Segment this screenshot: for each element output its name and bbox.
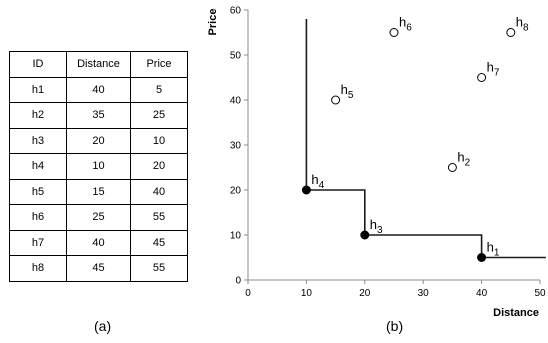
table-row: h3 20 10	[9, 127, 188, 154]
x-tick-label: 50	[534, 288, 546, 299]
data-point-h2	[447, 163, 457, 172]
point-label-h1: h1	[487, 240, 500, 259]
caption-a: (a)	[94, 318, 112, 334]
y-tick-label: 10	[230, 231, 242, 242]
table-cell: h2	[9, 102, 67, 129]
table-cell: 25	[130, 102, 188, 129]
y-tick-label: 40	[230, 96, 242, 107]
point-label-h8: h8	[516, 15, 529, 34]
table-cell: 40	[66, 229, 131, 256]
point-label-h3: h3	[370, 217, 383, 236]
data-point-h1	[477, 253, 487, 262]
table-cell: 45	[130, 229, 188, 256]
x-tick-label: 40	[476, 288, 488, 299]
x-axis-title: Distance	[493, 307, 539, 319]
table-row: h8 45 55	[9, 255, 188, 282]
table-row: h6 25 55	[9, 204, 188, 231]
data-point-h4	[301, 185, 311, 195]
point-label-h5: h5	[341, 82, 354, 101]
column-header-price: Price	[130, 51, 188, 78]
x-tick-label: 30	[418, 288, 430, 299]
table-cell: 55	[130, 255, 188, 282]
table-cell: 15	[66, 178, 131, 205]
caption-b: (b)	[386, 318, 404, 334]
y-axis-title: Price	[207, 9, 219, 36]
data-point-h5	[331, 95, 341, 105]
y-tick-label: 20	[230, 186, 242, 197]
y-tick-label: 60	[230, 6, 242, 17]
x-tick-label: 20	[359, 288, 371, 299]
table-row: h5 15 40	[9, 178, 188, 205]
y-tick-label: 50	[230, 51, 242, 62]
data-point-h7	[477, 73, 487, 82]
table-row: h7 40 45	[9, 229, 188, 256]
table-cell: 10	[66, 153, 131, 180]
x-tick-label: 10	[301, 288, 313, 299]
data-point-h6	[389, 28, 399, 37]
data-point-h8	[506, 28, 516, 37]
y-tick-label: 0	[235, 276, 241, 287]
table-row: h2 35 25	[9, 102, 188, 129]
data-table: ID Distance Price h1 40 5 h2 35 25 h3 20…	[9, 51, 188, 282]
point-label-h2: h2	[457, 150, 470, 169]
point-label-h4: h4	[311, 172, 324, 191]
point-label-h6: h6	[399, 15, 412, 34]
skyline-line	[305, 19, 546, 259]
table-cell: 40	[66, 76, 131, 103]
table-cell: h7	[9, 229, 67, 256]
table-cell: 55	[130, 204, 188, 231]
data-point-h3	[360, 230, 370, 240]
x-tick-label: 0	[245, 288, 251, 299]
point-label-h7: h7	[487, 60, 500, 79]
y-tick-label: 30	[230, 141, 242, 152]
table-header-row: ID Distance Price	[9, 51, 188, 78]
